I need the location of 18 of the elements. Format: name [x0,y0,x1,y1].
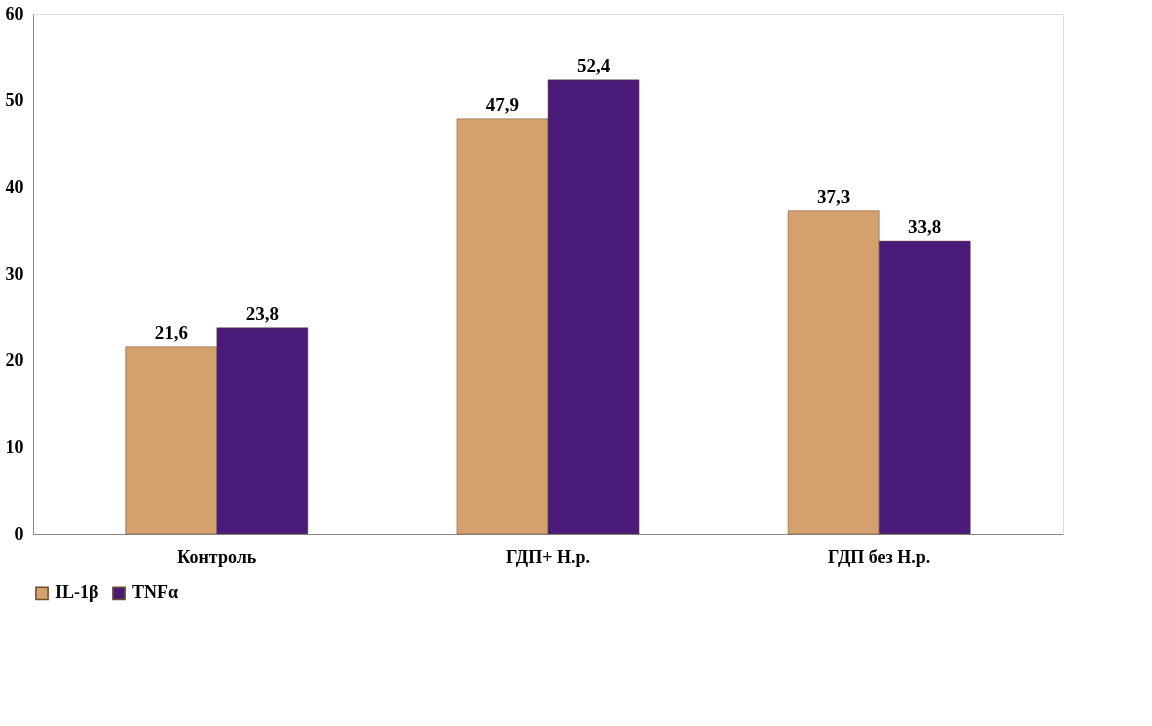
y-tick-label: 0 [14,523,24,544]
y-tick-label: 30 [5,263,24,284]
text: 21,6 [154,321,188,343]
legend-label: IL-1β [55,582,99,603]
text: 52,4 [576,54,611,76]
text: 37,3 [817,185,851,207]
legend-label: TNFα [132,582,179,603]
y-tick-label: 60 [5,3,24,24]
text: 33,8 [908,216,942,238]
x-tick-label: Контроль [177,546,257,567]
y-tick-label: 10 [5,436,24,457]
y-tick-label: 40 [5,176,24,197]
x-tick-label: ГДП+ Н.р. [505,546,591,567]
y-tick-label: 20 [5,350,24,371]
y-tick-label: 50 [5,90,24,111]
x-tick-label: ГДП без Н.р. [828,546,931,567]
text: 23,8 [245,302,279,324]
text: 47,9 [485,93,520,115]
